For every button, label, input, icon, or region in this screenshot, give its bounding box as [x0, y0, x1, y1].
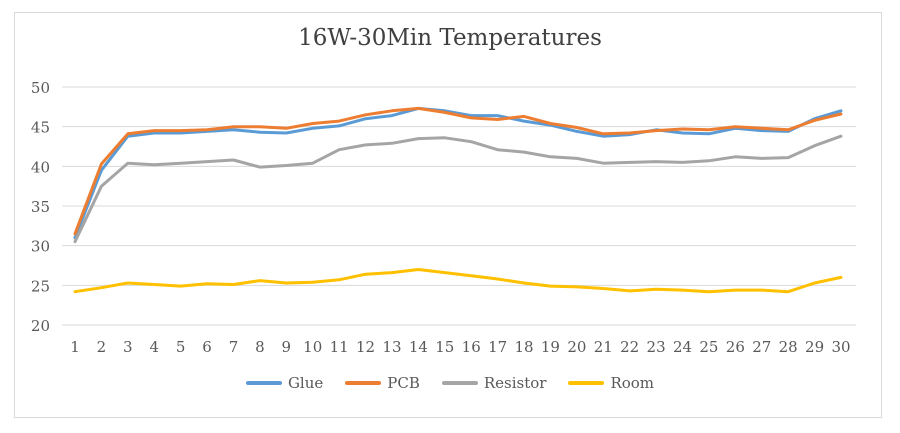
x-tick-label: 24	[673, 338, 692, 356]
x-tick-label: 27	[752, 338, 771, 356]
series-line-pcb	[73, 106, 843, 236]
series-line-resistor	[73, 134, 843, 244]
x-tick-label: 12	[356, 338, 375, 356]
y-tick-label: 30	[31, 238, 50, 256]
y-tick-label: 40	[31, 158, 50, 176]
x-tick-label: 26	[726, 338, 745, 356]
y-tick-label: 50	[31, 79, 50, 97]
legend-item-pcb: PCB	[345, 374, 420, 392]
x-tick-label: 11	[330, 338, 349, 356]
x-tick-label: 15	[435, 338, 454, 356]
x-tick-label: 25	[699, 338, 718, 356]
x-tick-label: 20	[567, 338, 586, 356]
legend-label: Glue	[287, 374, 324, 392]
x-tick-label: 10	[303, 338, 322, 356]
x-tick-label: 19	[541, 338, 560, 356]
x-tick-label: 7	[229, 338, 239, 356]
x-tick-label: 17	[488, 338, 507, 356]
chart-frame	[14, 12, 882, 418]
legend: Glue PCB Resistor Room	[0, 374, 900, 392]
x-tick-label: 5	[176, 338, 186, 356]
x-tick-label: 14	[409, 338, 428, 356]
legend-label: Room	[610, 374, 655, 392]
x-tick-label: 4	[149, 338, 159, 356]
x-axis-ticks: 1 2 3 4 5 6 7 8 9 10 11 12 13 14 15 16 17 18 19 20 21 22 23 24 2…	[70, 338, 850, 356]
x-tick-label: 3	[123, 338, 133, 356]
x-tick-label: 30	[831, 338, 850, 356]
legend-item-room: Room	[568, 374, 654, 392]
y-tick-label: 45	[31, 119, 50, 137]
legend-label: PCB	[387, 374, 420, 392]
legend-swatch	[245, 381, 282, 385]
legend-swatch	[568, 381, 605, 385]
y-tick-label: 35	[31, 198, 50, 216]
x-tick-label: 16	[462, 338, 481, 356]
legend-item-resistor: Resistor	[441, 374, 547, 392]
x-tick-label: 22	[620, 338, 639, 356]
x-tick-label: 18	[514, 338, 533, 356]
legend-swatch	[441, 381, 478, 385]
y-tick-label: 25	[31, 277, 50, 295]
legend-item-glue: Glue	[245, 374, 324, 392]
x-tick-label: 1	[70, 338, 80, 356]
x-tick-label: 9	[282, 338, 292, 356]
x-tick-label: 8	[255, 338, 265, 356]
x-tick-label: 23	[647, 338, 666, 356]
x-tick-label: 28	[779, 338, 798, 356]
x-tick-label: 6	[202, 338, 212, 356]
x-tick-label: 2	[97, 338, 107, 356]
legend-label: Resistor	[483, 374, 547, 392]
legend-swatch	[345, 381, 382, 385]
x-tick-label: 29	[805, 338, 824, 356]
chart-title: 16W-30Min Temperatures	[298, 25, 602, 51]
series-line-glue	[73, 106, 843, 240]
x-tick-label: 21	[594, 338, 613, 356]
series-lines	[73, 106, 843, 294]
x-tick-label: 13	[382, 338, 401, 356]
y-tick-label: 20	[31, 317, 50, 335]
series-line-room	[73, 268, 843, 294]
y-axis-ticks: 20 25 30 35 40 45 50	[31, 79, 50, 335]
